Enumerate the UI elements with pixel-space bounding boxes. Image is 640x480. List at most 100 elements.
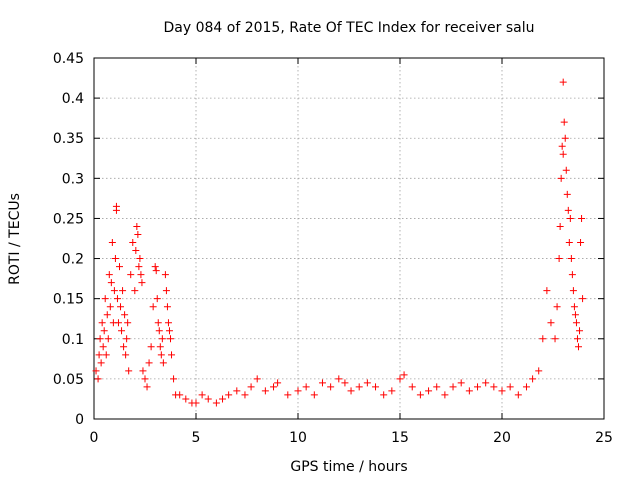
- data-point: [561, 134, 569, 142]
- data-point: [110, 287, 118, 295]
- data-point: [138, 279, 146, 287]
- data-point: [99, 343, 107, 351]
- data-point: [133, 222, 141, 230]
- data-point: [132, 247, 140, 255]
- data-point: [543, 287, 551, 295]
- data-point: [241, 391, 249, 399]
- data-point: [136, 255, 144, 263]
- data-point: [151, 263, 159, 271]
- data-point: [119, 287, 127, 295]
- data-point: [154, 319, 162, 327]
- y-tick-label: 0.4: [62, 91, 84, 107]
- data-point: [555, 255, 563, 263]
- data-point: [127, 271, 135, 279]
- data-point: [416, 391, 424, 399]
- data-point: [95, 351, 103, 359]
- data-point: [302, 383, 310, 391]
- data-point: [159, 359, 167, 367]
- data-point: [498, 387, 506, 395]
- data-point: [113, 295, 121, 303]
- x-tick-label: 20: [493, 430, 511, 446]
- data-point: [135, 263, 143, 271]
- data-point: [355, 383, 363, 391]
- data-point: [94, 375, 102, 383]
- data-point: [514, 391, 522, 399]
- data-point: [121, 311, 129, 319]
- data-point: [529, 375, 537, 383]
- y-tick-label: 0: [75, 412, 84, 428]
- data-point: [547, 319, 555, 327]
- data-point: [96, 335, 104, 343]
- data-point: [539, 335, 547, 343]
- data-point: [167, 335, 174, 343]
- data-point: [566, 214, 574, 222]
- x-tick-label: 0: [90, 430, 99, 446]
- data-point: [124, 319, 132, 327]
- data-point: [396, 375, 404, 383]
- data-point: [253, 375, 261, 383]
- data-point: [152, 267, 160, 275]
- data-point: [490, 383, 498, 391]
- data-point: [551, 335, 559, 343]
- data-point: [568, 271, 576, 279]
- data-point: [129, 239, 137, 247]
- data-point: [103, 311, 111, 319]
- data-point: [158, 335, 166, 343]
- data-point: [117, 303, 125, 311]
- data-point: [441, 391, 449, 399]
- data-point: [570, 303, 578, 311]
- data-point: [335, 375, 343, 383]
- data-point: [559, 78, 567, 86]
- data-point: [165, 327, 173, 335]
- data-point: [557, 174, 565, 182]
- data-point: [553, 303, 561, 311]
- data-point: [506, 383, 514, 391]
- data-point: [449, 383, 457, 391]
- data-point: [161, 271, 169, 279]
- data-point: [112, 206, 120, 214]
- data-point: [145, 359, 153, 367]
- data-point: [408, 383, 416, 391]
- data-point: [139, 367, 147, 375]
- x-axis-label: GPS time / hours: [290, 459, 407, 475]
- data-point: [204, 395, 212, 403]
- y-tick-label: 0.1: [62, 332, 84, 348]
- data-point: [569, 287, 577, 295]
- y-axis: 0 0.05 0.1 0.15 0.2 0.25 0.3 0.35 0.4 0.45: [53, 51, 604, 428]
- data-point: [137, 271, 145, 279]
- data-point: [318, 379, 326, 387]
- data-point: [164, 319, 172, 327]
- data-point: [261, 387, 269, 395]
- data-point: [106, 303, 114, 311]
- data-point: [270, 383, 278, 391]
- y-tick-label: 0.2: [62, 252, 84, 268]
- data-point: [433, 383, 441, 391]
- data-point: [176, 391, 184, 399]
- data-point: [556, 222, 564, 230]
- y-axis-label: ROTI / TECUs: [7, 193, 23, 285]
- data-point: [465, 387, 473, 395]
- data-point: [157, 351, 165, 359]
- data-point: [134, 230, 142, 238]
- data-point: [98, 319, 106, 327]
- data-point: [565, 239, 573, 247]
- plot-area: [93, 57, 605, 420]
- data-point: [310, 391, 318, 399]
- data-point: [573, 335, 581, 343]
- data-point: [153, 295, 161, 303]
- data-point: [212, 399, 220, 407]
- data-point: [108, 239, 116, 247]
- data-point: [457, 379, 465, 387]
- x-tick-label: 10: [289, 430, 307, 446]
- data-point: [114, 319, 122, 327]
- data-point: [156, 343, 164, 351]
- y-tick-label: 0.05: [53, 372, 84, 388]
- data-point: [102, 351, 110, 359]
- data-point: [341, 379, 349, 387]
- x-tick-label: 5: [192, 430, 201, 446]
- data-point: [192, 399, 200, 407]
- data-point: [105, 271, 113, 279]
- x-tick-label: 25: [595, 430, 613, 446]
- data-point: [327, 383, 335, 391]
- data-point: [120, 343, 128, 351]
